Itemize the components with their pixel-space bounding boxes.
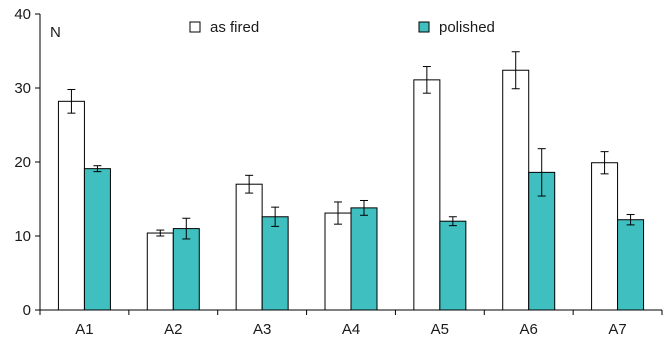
x-tick-label-a5: A5 xyxy=(431,321,449,338)
bar-polished-a7 xyxy=(617,219,645,311)
bar-as-fired-a6 xyxy=(502,69,530,311)
y-tick-label: 0 xyxy=(23,302,31,319)
bar-polished-a3 xyxy=(261,216,289,311)
legend-label-as-fired: as fired xyxy=(210,19,259,36)
x-tick-label-a1: A1 xyxy=(75,321,93,338)
bar-as-fired-a7 xyxy=(591,162,619,311)
plot-area: 0 10 20 30 40 A1 A2 A3 A4 A5 A6 A7 xyxy=(14,6,663,338)
y-axis-label: N xyxy=(50,24,61,41)
bar-polished-a1 xyxy=(83,168,111,311)
x-tick-label-a3: A3 xyxy=(253,321,271,338)
legend-label-polished: polished xyxy=(439,19,495,36)
y-tick-label: 30 xyxy=(14,80,31,97)
bar-as-fired-a4 xyxy=(324,212,352,311)
bar-polished-a4 xyxy=(350,207,378,311)
legend-swatch-as-fired xyxy=(189,21,201,33)
bar-polished-a2 xyxy=(172,228,200,311)
bar-as-fired-a1 xyxy=(57,100,85,311)
bar-as-fired-a3 xyxy=(235,183,263,311)
legend-swatch-polished xyxy=(418,21,430,33)
x-tick-label-a6: A6 xyxy=(520,321,538,338)
x-tick-label-a4: A4 xyxy=(342,321,360,338)
legend: as fired polished xyxy=(189,19,495,36)
x-tick-label-a2: A2 xyxy=(164,321,182,338)
bar-as-fired-a2 xyxy=(146,232,174,311)
x-tick-label-a7: A7 xyxy=(608,321,626,338)
y-tick-label: 10 xyxy=(14,228,31,245)
y-tick-label: 20 xyxy=(14,154,31,171)
bar-as-fired-a5 xyxy=(413,79,441,311)
bar-polished-a5 xyxy=(439,220,467,311)
y-tick-label: 40 xyxy=(14,6,31,23)
